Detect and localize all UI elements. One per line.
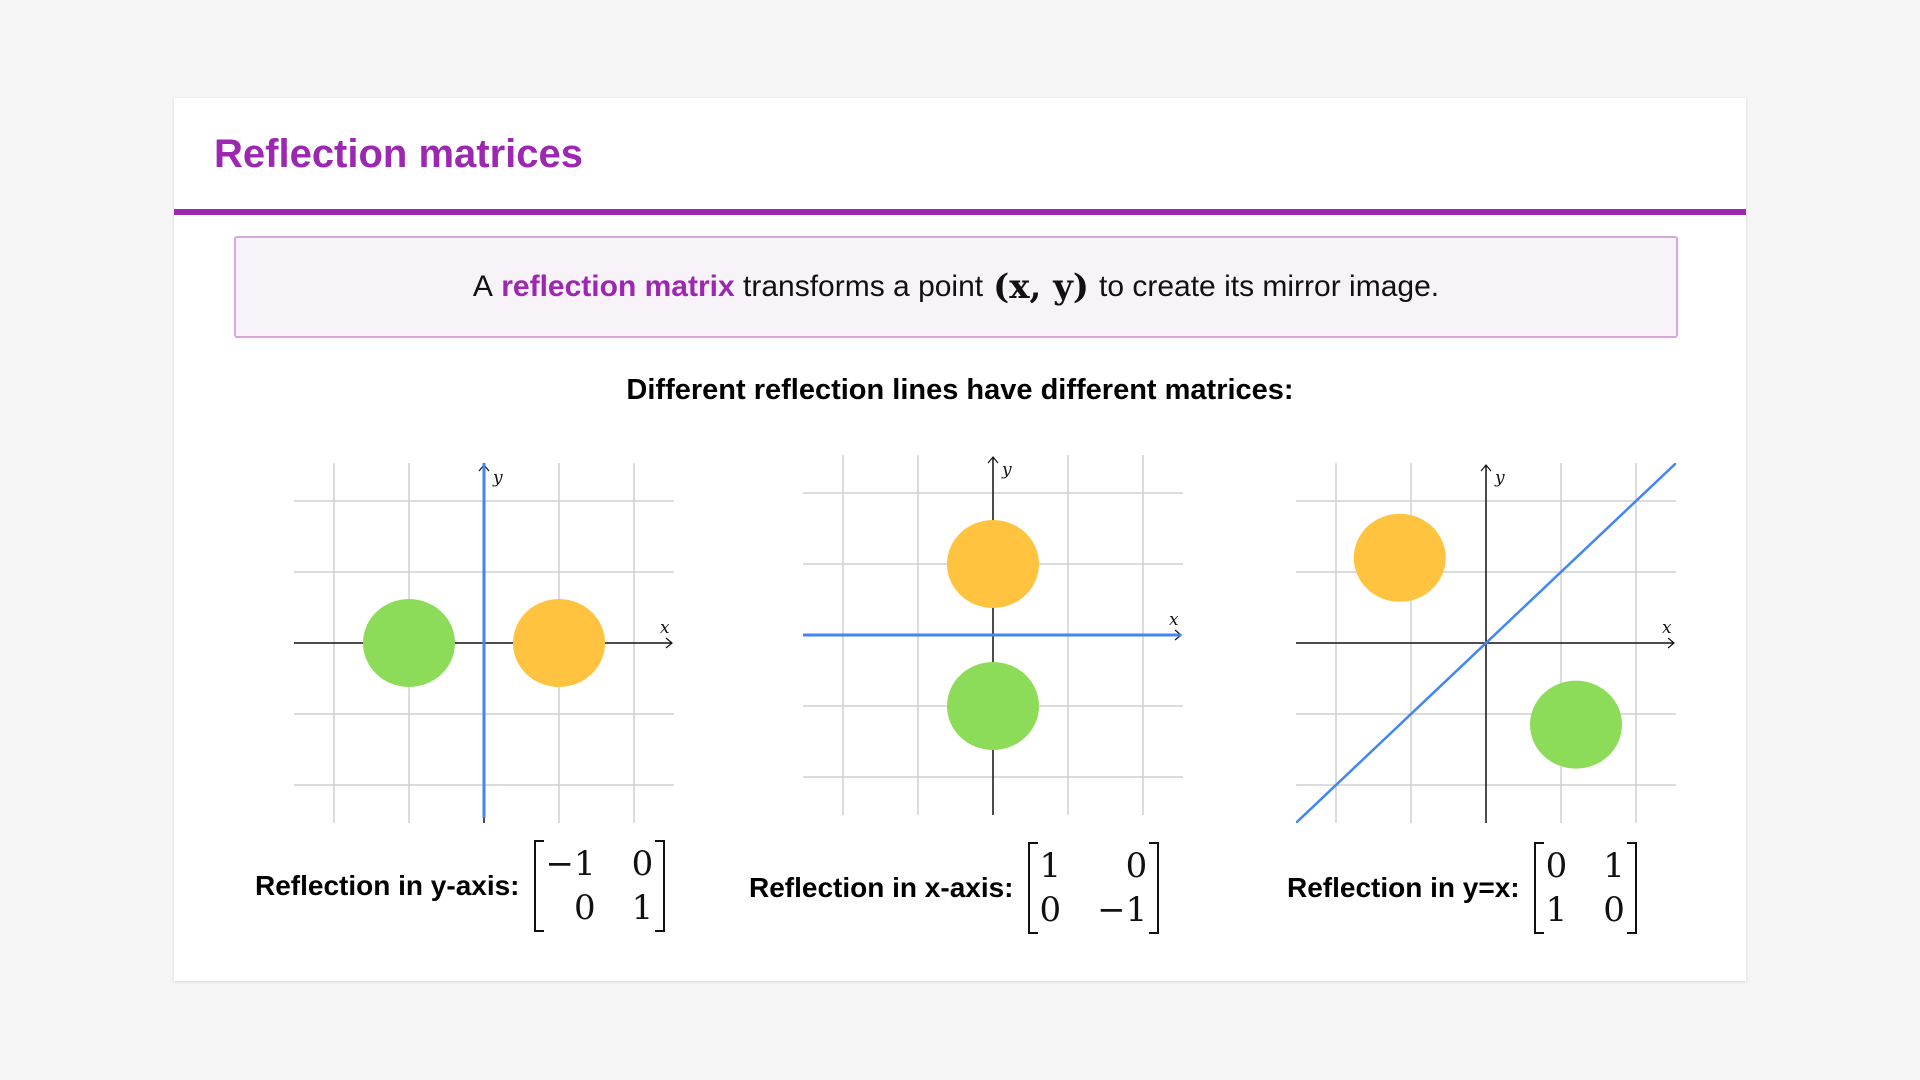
matrix-cell: −1 bbox=[1097, 890, 1148, 930]
point-notation: (x, y) bbox=[993, 267, 1089, 307]
x-axis-label: x bbox=[1662, 618, 1672, 638]
diagram-x-axis: xy bbox=[803, 455, 1183, 815]
x-axis-label: x bbox=[1169, 610, 1179, 630]
x-axis-arrow-icon bbox=[665, 637, 673, 649]
definition-prefix: A bbox=[472, 270, 493, 303]
y-axis-label: y bbox=[1494, 468, 1505, 488]
matrix-cell: −1 bbox=[545, 844, 596, 884]
original-shape bbox=[513, 599, 605, 687]
matrix-cell: 1 bbox=[1545, 890, 1568, 930]
label-text: Reflection in y-axis: bbox=[255, 870, 520, 901]
original-shape bbox=[1353, 513, 1446, 602]
matrix-cell: 0 bbox=[1125, 846, 1148, 886]
matrix-y-equals-x: 0 1 1 0 bbox=[1533, 842, 1638, 934]
matrix-cell: 0 bbox=[631, 844, 654, 884]
reflected-shape bbox=[363, 599, 455, 687]
title-divider bbox=[174, 209, 1746, 215]
label-x-axis: Reflection in x-axis: 1 0 0 −1 bbox=[749, 842, 1160, 934]
matrix-cell: 0 bbox=[1603, 890, 1625, 930]
original-shape bbox=[947, 520, 1039, 608]
x-axis-arrow-icon bbox=[1667, 637, 1675, 649]
section-subtitle: Different reflection lines have differen… bbox=[626, 374, 1294, 406]
reflected-shape bbox=[1530, 680, 1622, 769]
matrix-y-axis: −1 0 0 1 bbox=[533, 840, 666, 932]
reflected-shape bbox=[947, 662, 1039, 750]
label-text: Reflection in y=x: bbox=[1287, 872, 1520, 903]
matrix-cell: 0 bbox=[574, 888, 596, 928]
definition-suffix: to create its mirror image. bbox=[1099, 270, 1440, 303]
diagram-y-axis: xy bbox=[294, 463, 674, 823]
matrix-cell: 1 bbox=[1603, 846, 1625, 886]
label-y-equals-x: Reflection in y=x: 0 1 1 0 bbox=[1287, 842, 1638, 934]
matrix-cell: 0 bbox=[1039, 890, 1062, 930]
matrix-cell: 0 bbox=[1545, 846, 1568, 886]
matrix-cell: 1 bbox=[631, 888, 654, 928]
label-text: Reflection in x-axis: bbox=[749, 872, 1014, 903]
slide-card: Reflection matrices A reflection matrix … bbox=[174, 98, 1746, 981]
label-y-axis: Reflection in y-axis: −1 0 0 1 bbox=[255, 840, 666, 932]
definition-middle: transforms a point bbox=[743, 270, 984, 303]
mirror-line bbox=[1296, 463, 1676, 823]
diagram-y-equals-x: xy bbox=[1296, 463, 1676, 823]
definition-box: A reflection matrix transforms a point (… bbox=[234, 236, 1678, 338]
y-axis-arrow-icon bbox=[987, 456, 999, 464]
page-title: Reflection matrices bbox=[214, 132, 584, 176]
x-axis-label: x bbox=[660, 618, 670, 638]
y-axis-label: y bbox=[1001, 460, 1012, 480]
definition-term: reflection matrix bbox=[501, 270, 735, 303]
matrix-cell: 1 bbox=[1039, 846, 1062, 886]
matrix-x-axis: 1 0 0 −1 bbox=[1027, 842, 1160, 934]
y-axis-label: y bbox=[492, 468, 503, 488]
y-axis-arrow-icon bbox=[1480, 464, 1492, 472]
